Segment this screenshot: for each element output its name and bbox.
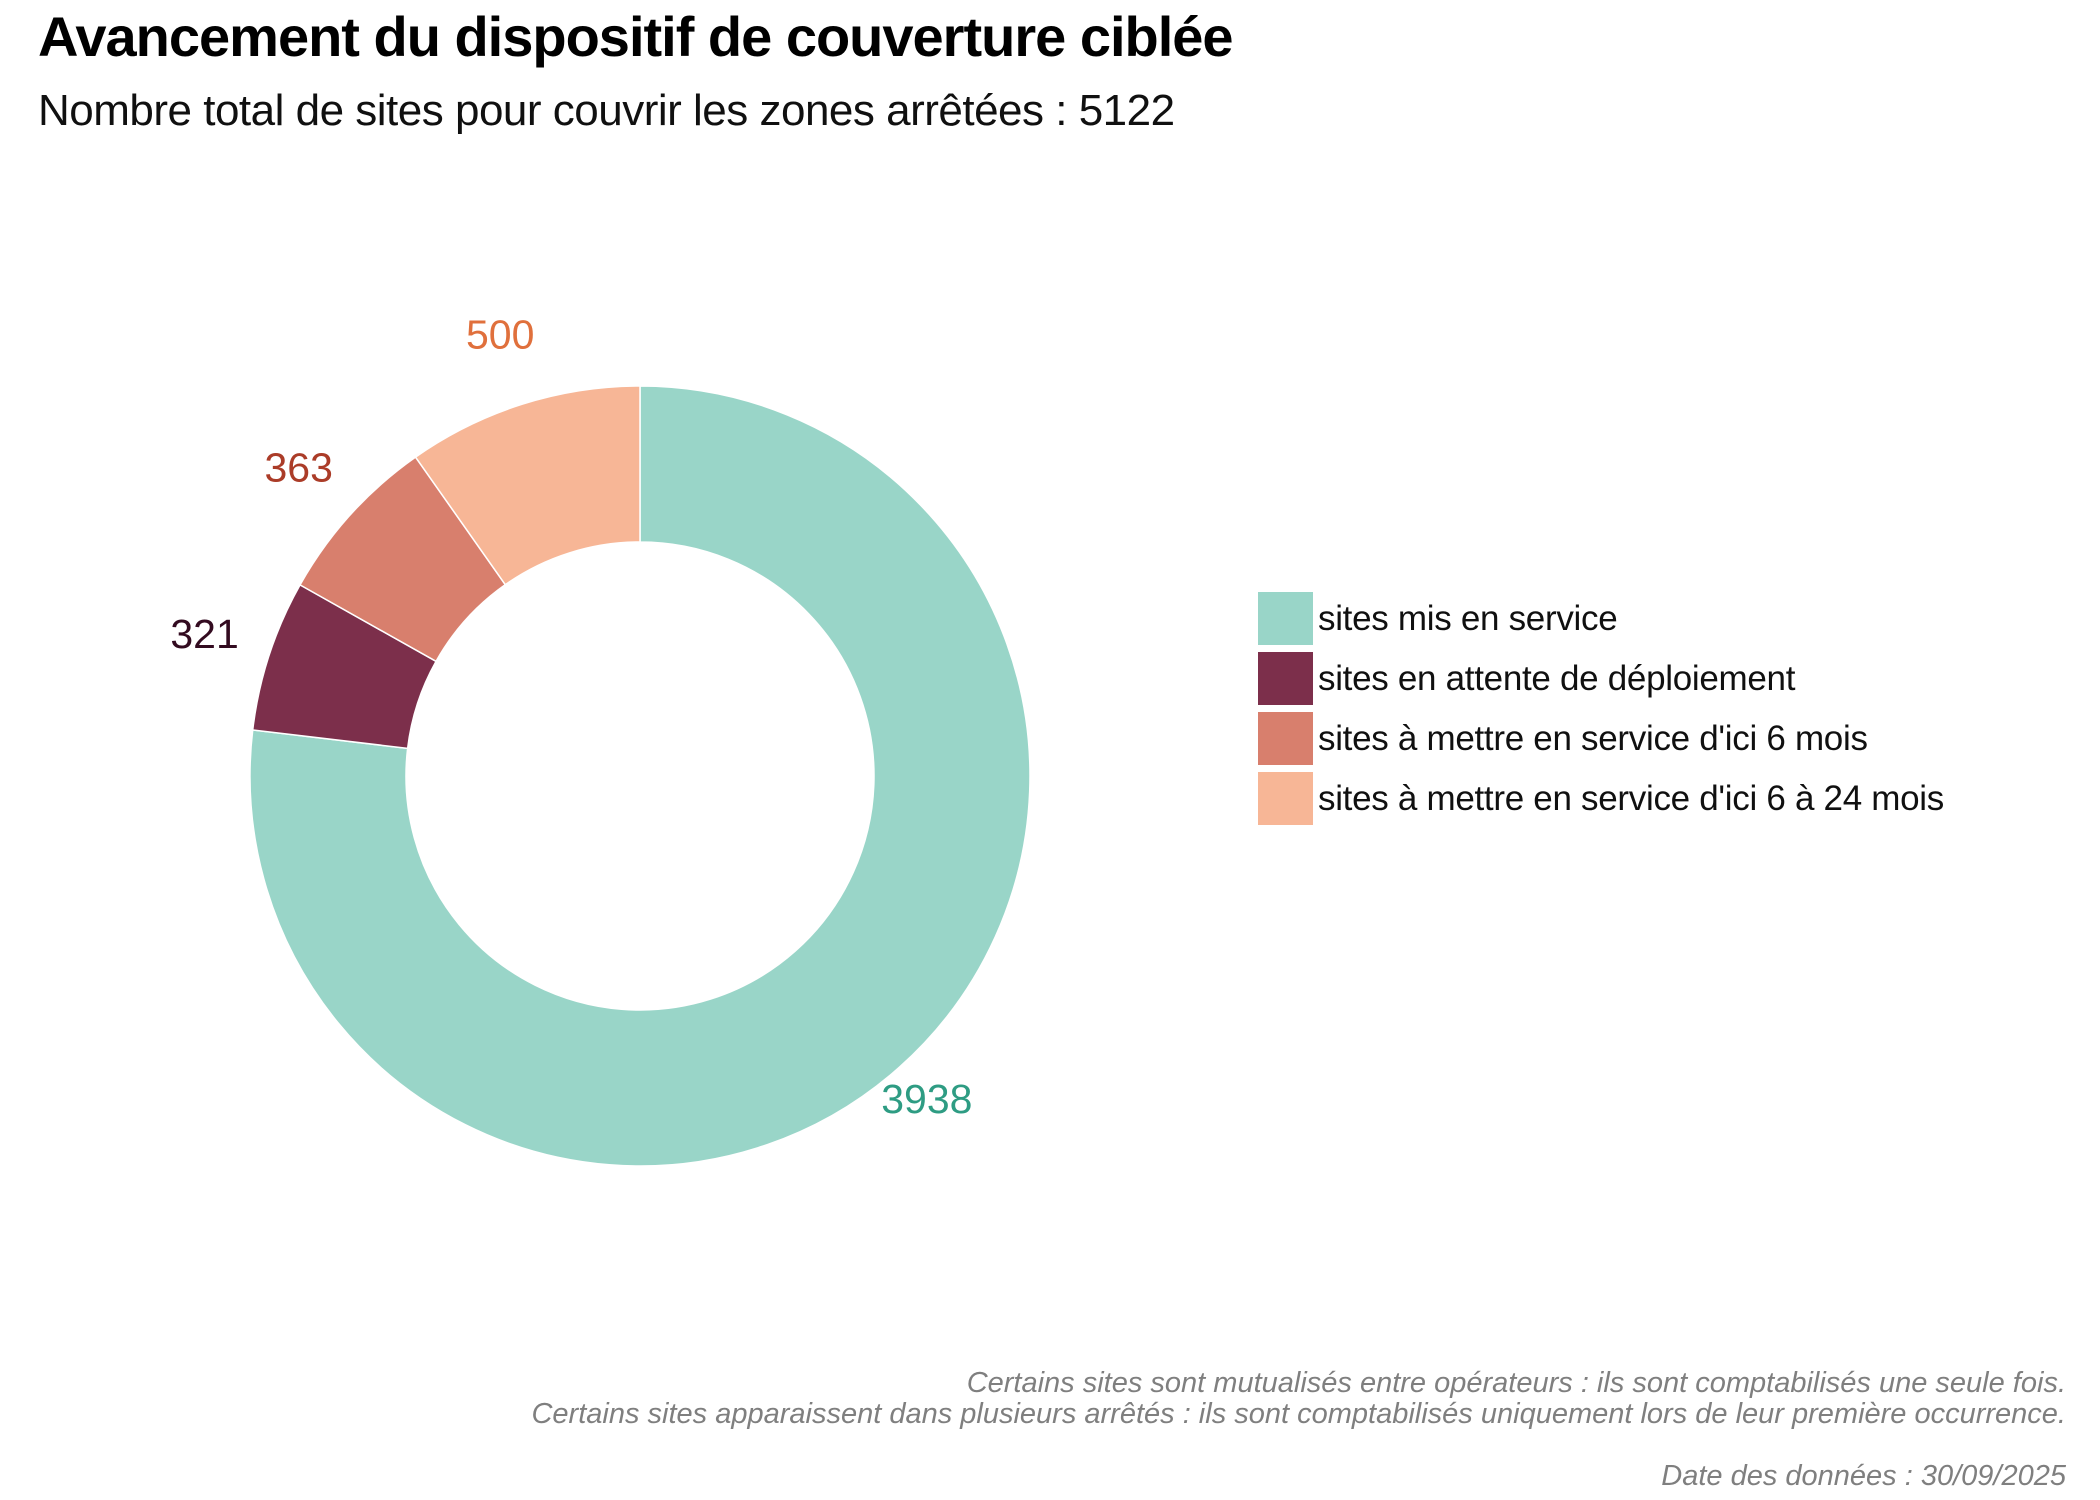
legend-label: sites en attente de déploiement	[1318, 659, 1796, 698]
legend-label: sites à mettre en service d'ici 6 à 24 m…	[1318, 779, 1944, 818]
slice-value-label: 3938	[881, 1076, 972, 1122]
legend-swatch-teal	[1258, 592, 1313, 645]
legend-item-sites-6-24-mois: sites à mettre en service d'ici 6 à 24 m…	[1258, 772, 1944, 825]
legend-label: sites mis en service	[1318, 599, 1618, 638]
footnote-line-2: Certains sites apparaissent dans plusieu…	[531, 1398, 2066, 1431]
chart-subtitle-total-sites: Nombre total de sites pour couvrir les z…	[38, 86, 1175, 135]
chart-legend: sites mis en service sites en attente de…	[1258, 592, 1944, 825]
legend-swatch-maroon	[1258, 652, 1313, 705]
donut-slice	[414, 385, 641, 586]
footnote-line-1: Certains sites sont mutualisés entre opé…	[966, 1367, 2066, 1399]
legend-label: sites à mettre en service d'ici 6 mois	[1318, 719, 1868, 758]
legend-swatch-peach	[1258, 772, 1313, 825]
legend-item-sites-6-mois: sites à mettre en service d'ici 6 mois	[1258, 712, 1944, 765]
page-title: Avancement du dispositif de couverture c…	[38, 5, 1234, 68]
legend-item-sites-mis-en-service: sites mis en service	[1258, 592, 1944, 645]
data-date-label: Date des données : 30/09/2025	[1661, 1460, 2066, 1492]
legend-item-sites-en-attente: sites en attente de déploiement	[1258, 652, 1944, 705]
slice-value-label: 500	[466, 312, 534, 358]
legend-swatch-salmon	[1258, 712, 1313, 765]
slice-value-label: 363	[264, 445, 332, 491]
donut-slice	[249, 385, 1031, 1167]
slice-value-label: 321	[170, 611, 238, 657]
chart-footnotes: Certains sites sont mutualisés entre opé…	[531, 1367, 2066, 1431]
